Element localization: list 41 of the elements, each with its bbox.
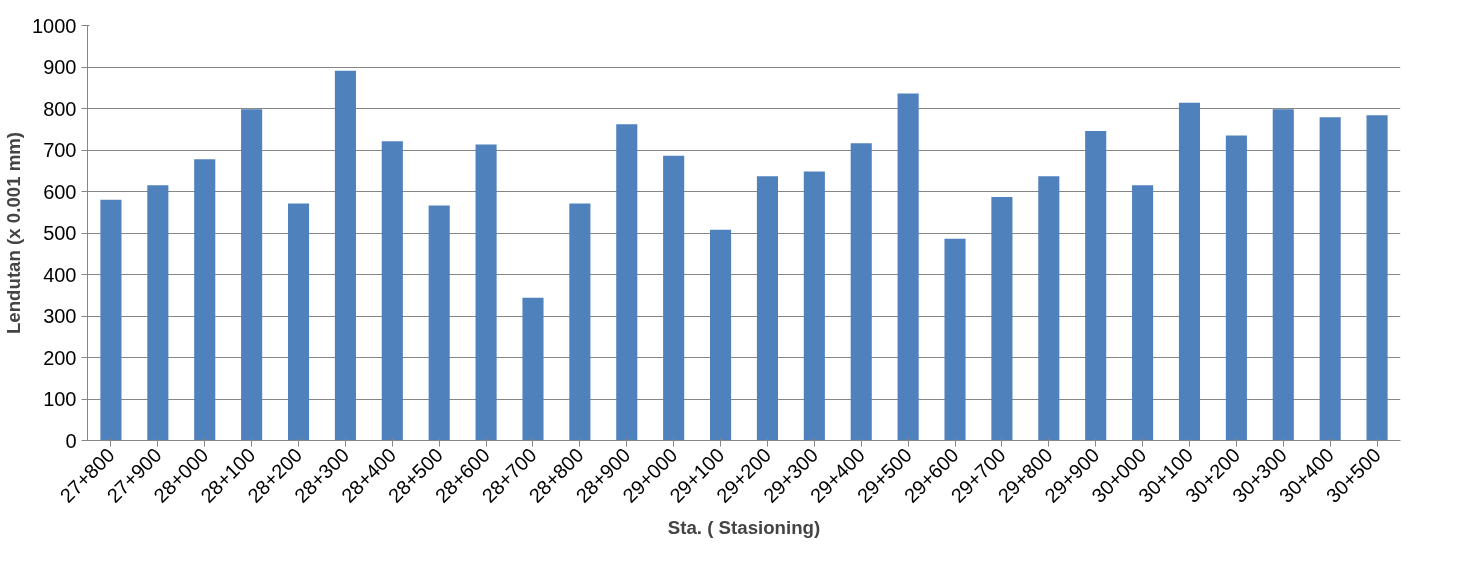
bar (381, 141, 403, 441)
bar (194, 159, 216, 441)
bar (241, 109, 263, 441)
y-tick-label: 900 (43, 56, 77, 78)
bar (100, 199, 122, 441)
bar (1272, 109, 1294, 441)
bar (1178, 102, 1201, 441)
bar (475, 144, 497, 441)
bar (710, 229, 732, 441)
bar (663, 155, 685, 441)
bar (944, 238, 966, 441)
bar (428, 205, 450, 441)
y-tick-label: 100 (43, 388, 77, 410)
y-tick-label: 400 (43, 263, 77, 286)
y-tick-label: 1000 (32, 14, 77, 37)
bar (334, 70, 356, 441)
y-tick-label: 500 (43, 222, 77, 244)
bar (522, 297, 544, 441)
y-tick-label: 600 (43, 180, 77, 203)
bar (616, 124, 638, 441)
y-tick-label: 700 (43, 139, 77, 161)
y-axis-title: Lendutan (x 0.001 mm) (3, 131, 25, 335)
bar (147, 185, 169, 441)
bar (1319, 117, 1341, 441)
y-tick-label: 300 (43, 305, 77, 327)
y-tick-label: 800 (43, 97, 77, 120)
bar (1038, 176, 1060, 441)
bar (1085, 130, 1107, 441)
x-axis-title: Sta. ( Stasioning) (667, 516, 821, 538)
bar (850, 143, 872, 441)
bar (287, 203, 310, 441)
bar (803, 171, 825, 441)
bar (1366, 115, 1388, 441)
bar (991, 196, 1013, 441)
bar (1225, 135, 1247, 441)
bar (569, 203, 591, 441)
bar (756, 176, 778, 441)
y-tick-label: 0 (65, 429, 77, 452)
bar (897, 93, 919, 441)
bar (1132, 185, 1154, 441)
y-tick-label: 200 (43, 346, 77, 369)
